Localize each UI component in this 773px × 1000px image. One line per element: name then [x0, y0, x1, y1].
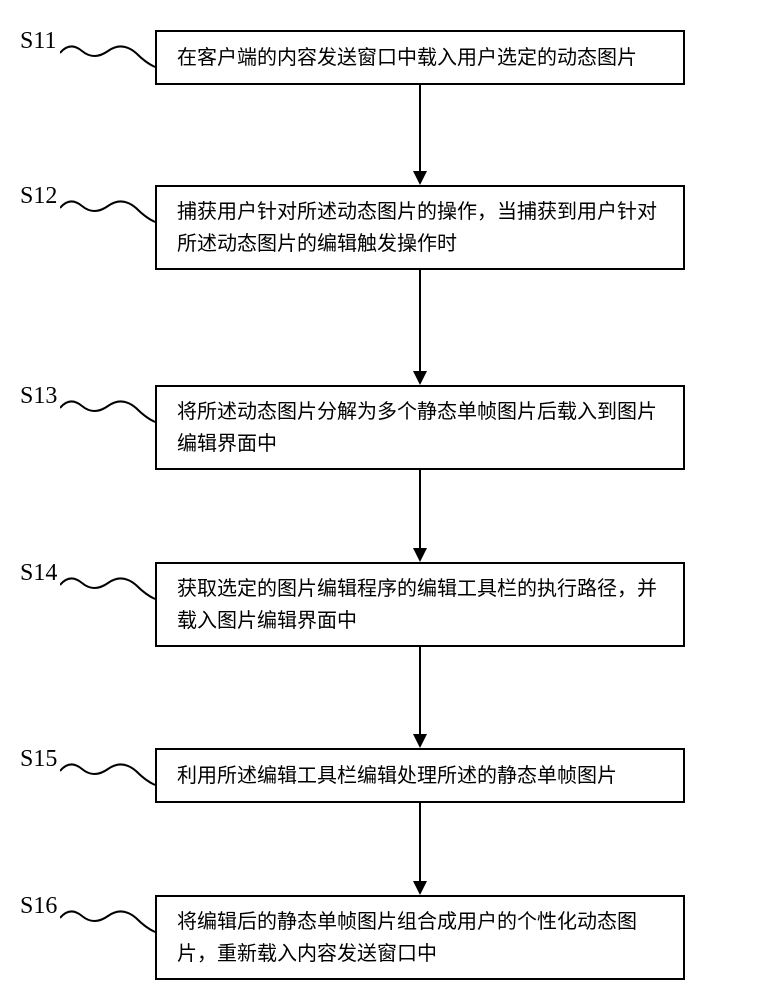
flowchart-arrow: [408, 470, 432, 562]
flowchart-node-text: 将编辑后的静态单帧图片组合成用户的个性化动态图片，重新载入内容发送窗口中: [177, 906, 663, 970]
flowchart-arrow: [408, 803, 432, 895]
flowchart-node-text: 将所述动态图片分解为多个静态单帧图片后载入到图片编辑界面中: [177, 396, 663, 460]
squiggle-connector: [60, 910, 160, 940]
flowchart-node-s14: 获取选定的图片编辑程序的编辑工具栏的执行路径，并载入图片编辑界面中: [155, 562, 685, 647]
flowchart-node-label-s12: S12: [20, 183, 57, 210]
squiggle-connector: [60, 763, 160, 793]
flowchart-node-s13: 将所述动态图片分解为多个静态单帧图片后载入到图片编辑界面中: [155, 385, 685, 470]
squiggle-connector: [60, 200, 160, 230]
flowchart-node-s11: 在客户端的内容发送窗口中载入用户选定的动态图片: [155, 30, 685, 85]
flowchart-node-text: 利用所述编辑工具栏编辑处理所述的静态单帧图片: [177, 760, 617, 792]
squiggle-connector: [60, 400, 160, 430]
flowchart-node-label-s16: S16: [20, 893, 57, 920]
flowchart-node-label-s13: S13: [20, 383, 57, 410]
flowchart-canvas: 在客户端的内容发送窗口中载入用户选定的动态图片 S11 捕获用户针对所述动态图片的操…: [0, 0, 773, 1000]
flowchart-node-label-s11: S11: [20, 28, 56, 55]
flowchart-node-text: 在客户端的内容发送窗口中载入用户选定的动态图片: [177, 42, 637, 74]
flowchart-node-label-s15: S15: [20, 746, 57, 773]
flowchart-arrow: [408, 647, 432, 748]
squiggle-connector: [60, 577, 160, 607]
flowchart-node-text: 获取选定的图片编辑程序的编辑工具栏的执行路径，并载入图片编辑界面中: [177, 573, 663, 637]
flowchart-node-s16: 将编辑后的静态单帧图片组合成用户的个性化动态图片，重新载入内容发送窗口中: [155, 895, 685, 980]
flowchart-node-s12: 捕获用户针对所述动态图片的操作，当捕获到用户针对所述动态图片的编辑触发操作时: [155, 185, 685, 270]
flowchart-arrow: [408, 85, 432, 185]
flowchart-node-text: 捕获用户针对所述动态图片的操作，当捕获到用户针对所述动态图片的编辑触发操作时: [177, 196, 663, 260]
squiggle-connector: [60, 45, 160, 75]
flowchart-arrow: [408, 270, 432, 385]
flowchart-node-s15: 利用所述编辑工具栏编辑处理所述的静态单帧图片: [155, 748, 685, 803]
flowchart-node-label-s14: S14: [20, 560, 57, 587]
